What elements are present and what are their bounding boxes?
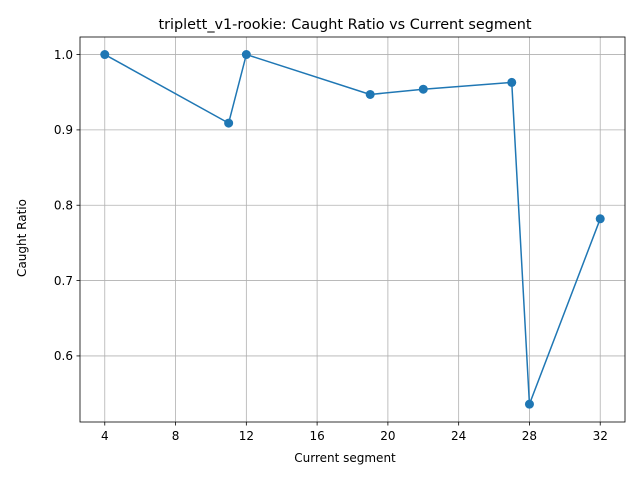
x-axis-label: Current segment	[294, 451, 396, 465]
data-point	[366, 90, 375, 99]
x-tick-label: 8	[172, 429, 180, 443]
y-tick-label: 0.7	[54, 274, 73, 288]
x-tick-label: 12	[239, 429, 254, 443]
x-tick-label: 32	[593, 429, 608, 443]
chart-title: triplett_v1-rookie: Caught Ratio vs Curr…	[158, 17, 531, 33]
x-tick-label: 20	[380, 429, 395, 443]
x-tick-label: 16	[309, 429, 324, 443]
data-point	[100, 50, 109, 59]
x-tick-label: 24	[451, 429, 466, 443]
x-tick-label: 28	[522, 429, 537, 443]
data-point	[419, 85, 428, 94]
data-point	[242, 50, 251, 59]
data-point	[525, 400, 534, 409]
y-tick-label: 0.9	[54, 123, 73, 137]
y-axis-label: Caught Ratio	[15, 199, 29, 277]
data-point	[224, 119, 233, 128]
y-tick-label: 0.8	[54, 199, 73, 213]
data-point	[596, 214, 605, 223]
data-point	[507, 78, 516, 87]
y-tick-label: 0.6	[54, 349, 73, 363]
x-tick-label: 4	[101, 429, 109, 443]
y-tick-label: 1.0	[54, 48, 73, 62]
